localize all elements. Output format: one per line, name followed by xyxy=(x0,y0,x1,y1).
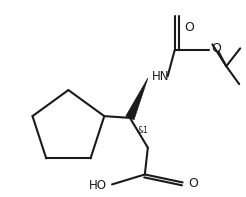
Text: HN: HN xyxy=(152,70,169,83)
Text: HO: HO xyxy=(89,179,107,192)
Polygon shape xyxy=(126,78,148,120)
Text: O: O xyxy=(184,20,194,33)
Text: &1: &1 xyxy=(138,126,149,135)
Text: O: O xyxy=(188,177,199,190)
Text: O: O xyxy=(211,42,221,55)
